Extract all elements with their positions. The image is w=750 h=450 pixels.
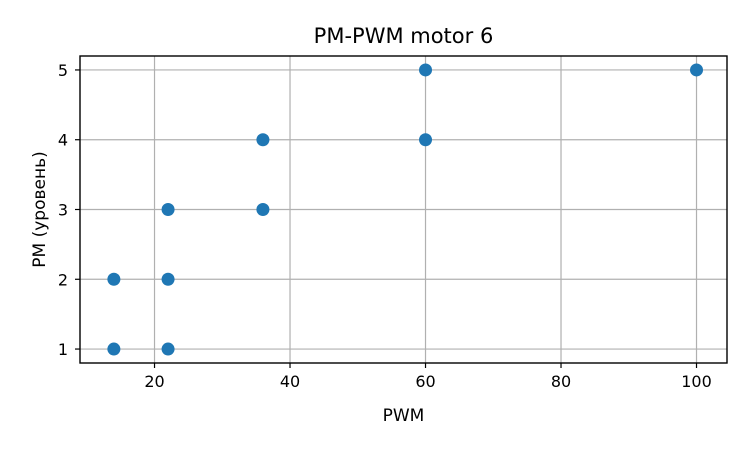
chart-title: PM-PWM motor 6 xyxy=(314,24,494,48)
data-points xyxy=(107,63,704,356)
data-point xyxy=(161,272,175,286)
data-point xyxy=(419,133,433,147)
x-tick-label: 60 xyxy=(415,372,435,391)
data-point xyxy=(161,342,175,356)
y-tick-label: 1 xyxy=(58,340,68,359)
data-point xyxy=(419,63,433,77)
x-tick-label: 20 xyxy=(144,372,164,391)
x-axis-label: PWM xyxy=(383,406,425,426)
y-tick-label: 4 xyxy=(58,131,68,150)
y-tick-label: 3 xyxy=(58,201,68,220)
data-point xyxy=(107,342,121,356)
grid xyxy=(80,56,727,363)
x-tick-label: 100 xyxy=(681,372,712,391)
x-tick-label: 40 xyxy=(280,372,300,391)
data-point xyxy=(256,133,270,147)
axis-ticks: 20 40 60 80 100 1 2 3 4 5 xyxy=(58,61,712,391)
data-point xyxy=(256,203,270,216)
y-tick-label: 2 xyxy=(58,270,68,289)
y-tick-label: 5 xyxy=(58,61,68,80)
data-point xyxy=(690,63,704,77)
x-tick-label: 80 xyxy=(551,372,571,391)
data-point xyxy=(107,272,121,286)
data-point xyxy=(161,203,175,216)
y-axis-label: PM (уровень) xyxy=(30,151,50,267)
